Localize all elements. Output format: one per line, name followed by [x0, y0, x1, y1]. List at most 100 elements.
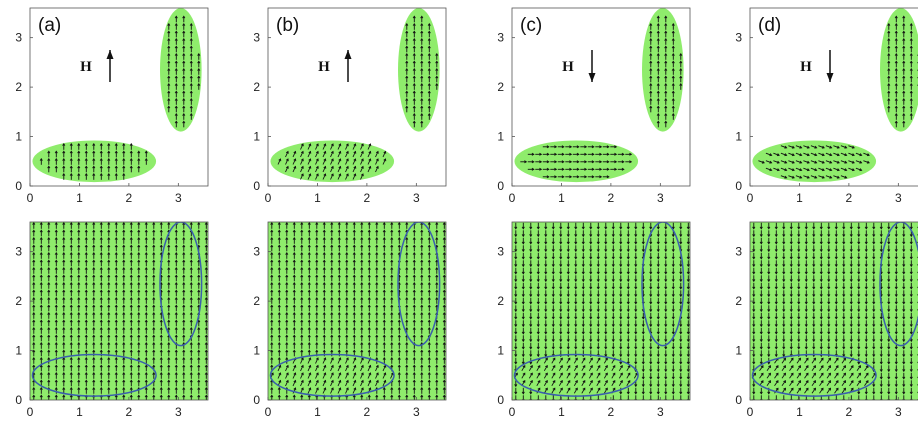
- field-arrow: [634, 222, 638, 230]
- field-arrow: [62, 371, 66, 379]
- field-arrow: [559, 245, 563, 253]
- field-arrow: [834, 267, 838, 275]
- x-tick-label: 0: [265, 191, 272, 205]
- field-arrow: [842, 320, 846, 328]
- field-arrow: [375, 319, 379, 327]
- field-arrow: [752, 297, 756, 305]
- field-arrow: [382, 356, 386, 364]
- field-arrow: [285, 251, 289, 259]
- field-arrow: [270, 281, 274, 289]
- field-arrow: [536, 245, 540, 253]
- magnetization-arrow: [77, 172, 81, 180]
- field-arrow: [337, 244, 341, 252]
- field-arrow: [352, 326, 356, 334]
- field-arrow: [664, 237, 668, 245]
- field-arrow: [566, 237, 570, 245]
- magnetization-arrow: [405, 52, 409, 60]
- magnetization-arrow: [167, 105, 171, 113]
- field-arrow: [69, 244, 73, 252]
- field-arrow: [514, 230, 518, 238]
- magnetization-arrow: [307, 143, 312, 150]
- y-tick-label: 3: [735, 31, 742, 45]
- magnetization-arrow: [894, 45, 898, 53]
- field-arrow: [54, 349, 58, 357]
- field-arrow: [435, 364, 439, 372]
- field-arrow: [54, 274, 58, 282]
- field-arrow: [412, 379, 416, 387]
- field-arrow: [442, 386, 446, 394]
- field-arrow: [114, 229, 118, 237]
- field-arrow: [894, 357, 898, 365]
- field-arrow: [574, 267, 578, 275]
- field-arrow: [300, 281, 304, 289]
- field-arrow: [69, 304, 73, 312]
- field-arrow: [307, 311, 311, 319]
- magnetization-arrow: [902, 52, 906, 60]
- magnetization-arrow: [833, 167, 840, 172]
- field-arrow: [872, 222, 876, 230]
- field-arrow: [352, 364, 357, 372]
- field-arrow: [752, 335, 756, 343]
- field-arrow: [182, 304, 186, 312]
- magnetization-arrow: [99, 172, 103, 180]
- magnetization-arrow: [909, 105, 913, 113]
- field-arrow: [894, 327, 898, 335]
- magnetization-arrow: [174, 37, 178, 45]
- field-arrow: [834, 372, 839, 379]
- field-arrow: [649, 275, 653, 283]
- magnetization-arrow: [122, 172, 126, 180]
- field-arrow: [789, 395, 793, 400]
- field-arrow: [604, 222, 608, 230]
- field-arrow: [514, 237, 518, 245]
- field-arrow: [62, 244, 66, 252]
- magnetization-arrow: [664, 120, 668, 128]
- magnetization-arrow: [197, 60, 201, 68]
- field-arrow: [47, 319, 51, 327]
- field-arrow: [285, 296, 289, 304]
- field-arrow: [39, 349, 43, 357]
- field-arrow: [152, 386, 156, 394]
- field-arrow: [811, 357, 816, 364]
- magnetization-arrow: [174, 82, 178, 90]
- magnetization-arrow: [572, 167, 580, 171]
- field-arrow: [767, 320, 771, 328]
- field-arrow: [812, 260, 816, 268]
- field-arrow: [322, 236, 326, 244]
- field-arrow: [789, 357, 794, 364]
- magnetization-arrow: [322, 165, 327, 173]
- field-arrow: [122, 296, 126, 304]
- field-arrow: [649, 237, 653, 245]
- field-arrow: [337, 296, 341, 304]
- field-arrow: [827, 245, 831, 253]
- field-arrow: [604, 252, 608, 260]
- magnetization-arrow: [167, 82, 171, 90]
- field-arrow: [589, 312, 593, 320]
- field-arrow: [322, 379, 327, 387]
- field-arrow: [122, 222, 126, 229]
- particle-outline-0: [751, 353, 877, 397]
- field-arrow: [375, 274, 379, 282]
- field-arrow: [360, 236, 364, 244]
- field-arrow: [144, 266, 148, 274]
- field-arrow: [382, 349, 386, 357]
- magnetization-arrow: [649, 82, 653, 90]
- field-arrow: [307, 334, 311, 342]
- y-tick-label: 2: [735, 294, 742, 308]
- magnetization-arrow: [788, 167, 795, 172]
- field-arrow: [834, 312, 838, 320]
- field-arrow: [189, 304, 193, 312]
- field-arrow: [360, 244, 364, 252]
- field-arrow: [330, 266, 334, 274]
- field-arrow: [679, 237, 683, 245]
- field-symbol: H: [318, 59, 330, 75]
- field-arrow: [879, 380, 883, 388]
- field-arrow: [345, 229, 349, 237]
- field-arrow: [330, 341, 334, 349]
- magnetization-arrow: [664, 22, 668, 30]
- field-arrow: [782, 222, 786, 230]
- magnetization-arrow: [69, 172, 73, 180]
- field-arrow: [797, 335, 801, 343]
- field-arrow: [315, 274, 319, 282]
- field-arrow: [442, 304, 446, 312]
- field-arrow: [887, 245, 891, 253]
